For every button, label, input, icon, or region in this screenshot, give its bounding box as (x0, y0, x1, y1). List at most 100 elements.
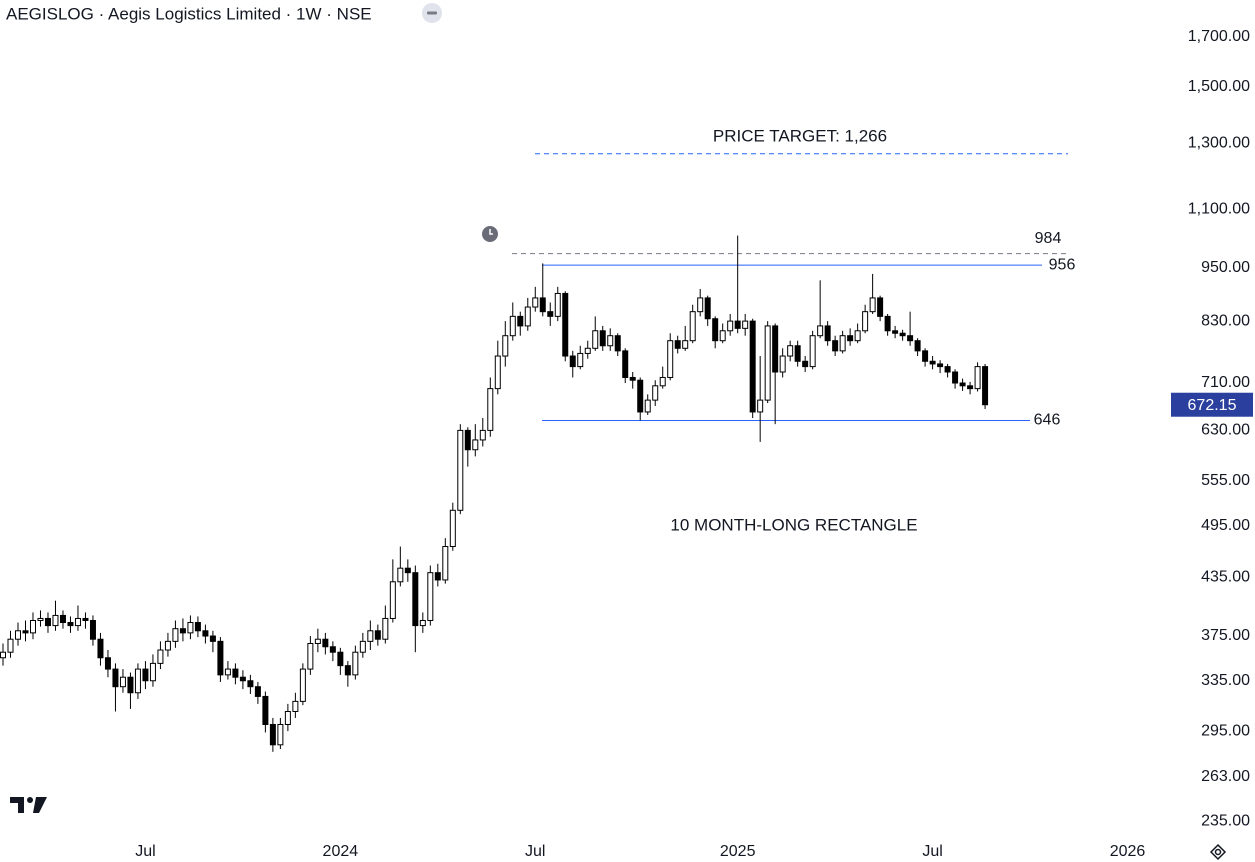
y-tick-label: 235.00 (1201, 812, 1250, 829)
candle-body (344, 665, 351, 676)
x-tick-label: Jul (922, 843, 942, 860)
candle-body (787, 345, 794, 357)
candle-body (37, 617, 44, 621)
candle-body (629, 376, 636, 381)
candle-body (914, 340, 921, 352)
candle-body (269, 723, 276, 746)
candle-body (284, 710, 291, 725)
candle-body (839, 335, 846, 352)
x-tick-label: Jul (525, 843, 545, 860)
candle-body (187, 622, 194, 634)
candle-body (52, 614, 59, 627)
x-tick-label: 2024 (323, 843, 359, 860)
candle-body (569, 355, 576, 368)
y-tick-label: 375.00 (1201, 627, 1250, 644)
candle-body (652, 385, 659, 401)
candle-body (299, 668, 306, 702)
candle-body (472, 439, 479, 451)
y-tick-label: 630.00 (1201, 422, 1250, 439)
candle-body (944, 366, 951, 373)
candle-body (697, 297, 704, 313)
candle-body (194, 622, 201, 632)
candle-body (127, 676, 134, 694)
candle-body (59, 614, 66, 624)
y-tick-label: 263.00 (1201, 768, 1250, 785)
candle-body (457, 429, 464, 511)
alarm-icon[interactable] (482, 226, 498, 242)
candle-body (817, 325, 824, 337)
candle-body (479, 429, 486, 441)
y-tick-label: 495.00 (1201, 517, 1250, 534)
candle-body (554, 292, 561, 317)
candle-body (382, 617, 389, 640)
candle-body (742, 320, 749, 329)
candle-body (307, 642, 314, 670)
candle-body (179, 628, 186, 634)
candle-body (449, 509, 456, 548)
candle-body (112, 668, 119, 688)
y-tick-label: 435.00 (1201, 568, 1250, 585)
candle-body (209, 635, 216, 642)
candle-body (749, 320, 756, 413)
level-label: 646 (1034, 412, 1061, 429)
candle-body (262, 695, 269, 725)
candle-body (119, 676, 126, 688)
candle-body (239, 676, 246, 682)
tradingview-logo (10, 797, 47, 813)
candle-body (824, 325, 831, 342)
candle-body (89, 619, 96, 640)
candle-body (22, 630, 29, 634)
candle-body (614, 335, 621, 352)
last-price-label: 672.15 (1188, 397, 1237, 414)
candle-body (764, 325, 771, 401)
candle-body (419, 619, 426, 627)
candle-body (952, 371, 959, 384)
candle-body (854, 330, 861, 342)
candle-body (314, 638, 321, 644)
candle-body (862, 311, 869, 332)
x-tick-label: 2026 (1110, 843, 1146, 860)
collapse-button[interactable] (422, 3, 442, 23)
candle-body (352, 651, 359, 676)
candle-body (757, 399, 764, 413)
candle-body (142, 668, 149, 682)
candle-body (172, 628, 179, 642)
candle-body (487, 388, 494, 431)
candle-body (74, 617, 81, 627)
candle-body (622, 350, 629, 378)
candle-body (547, 311, 554, 317)
candle-body (29, 619, 36, 634)
x-tick-label: 2025 (720, 843, 756, 860)
candle-body (637, 379, 644, 413)
candle-body (412, 572, 419, 627)
candle-body (202, 630, 209, 637)
candle-body (329, 646, 336, 653)
candle-body (884, 315, 891, 332)
settings-icon[interactable] (1209, 843, 1227, 861)
y-tick-label: 830.00 (1201, 312, 1250, 329)
candle-body (149, 662, 156, 682)
candle-body (374, 630, 381, 640)
candle-body (719, 330, 726, 342)
y-tick-label: 335.00 (1201, 672, 1250, 689)
candle-body (217, 640, 224, 676)
candle-body (0, 651, 6, 659)
candle-body (899, 332, 906, 337)
candle-body (404, 567, 411, 574)
candle-body (104, 657, 111, 670)
candle-body (397, 567, 404, 583)
candle-body (937, 363, 944, 368)
candle-body (157, 649, 164, 664)
candle-body (224, 668, 231, 676)
y-tick-label: 295.00 (1201, 722, 1250, 739)
candle-body (337, 651, 344, 667)
candle-body (322, 638, 329, 648)
candle-body (599, 330, 606, 347)
y-tick-label: 950.00 (1201, 259, 1250, 276)
candle-body (7, 638, 14, 653)
candle-body (712, 318, 719, 342)
candle-body (277, 723, 284, 746)
candle-body (524, 306, 531, 327)
candle-body (674, 340, 681, 349)
candle-body (494, 355, 501, 390)
